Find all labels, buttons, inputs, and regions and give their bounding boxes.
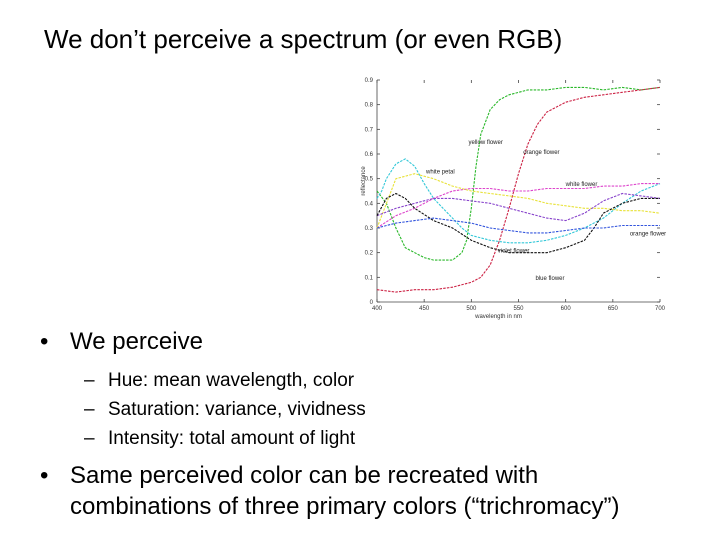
series-line bbox=[376, 192, 661, 222]
series-line bbox=[376, 183, 660, 229]
curve-annotation: orange flower bbox=[630, 231, 666, 237]
y-tick-label: 0.5 bbox=[365, 177, 374, 183]
y-tick-label: 0.6 bbox=[365, 152, 374, 158]
x-tick-label: 650 bbox=[608, 306, 619, 312]
y-tick-label: 0.7 bbox=[365, 127, 374, 133]
curve-annotation: orange flower bbox=[523, 150, 559, 156]
sub-bullet-list: – Hue: mean wavelength, color – Saturation… bbox=[84, 366, 366, 453]
x-tick-label: 450 bbox=[419, 306, 430, 312]
curve-annotation: blue flower bbox=[535, 276, 564, 282]
bullet-text: We perceive bbox=[70, 328, 203, 355]
x-axis-label: wavelength in nm bbox=[474, 314, 522, 320]
slide-title: We don’t perceive a spectrum (or even RG… bbox=[44, 24, 563, 54]
sub-bullet-text: Hue: mean wavelength, color bbox=[108, 370, 355, 391]
bullet-marker: • bbox=[40, 462, 49, 489]
dash-marker: – bbox=[84, 399, 95, 420]
dash-marker: – bbox=[84, 428, 95, 449]
x-tick-label: 500 bbox=[466, 306, 477, 312]
series-line bbox=[376, 158, 661, 244]
series-line bbox=[376, 86, 661, 293]
curve-annotation: white petal bbox=[425, 170, 455, 176]
series-line bbox=[376, 217, 660, 234]
x-tick-label: 550 bbox=[513, 306, 524, 312]
y-tick-label: 0.2 bbox=[365, 251, 374, 257]
bullet-marker: • bbox=[40, 328, 49, 355]
y-tick-label: 0.9 bbox=[365, 78, 374, 84]
curve-annotation: yellow flower bbox=[469, 140, 503, 146]
y-tick-label: 0.1 bbox=[365, 275, 374, 281]
sub-bullet-hue: – Hue: mean wavelength, color bbox=[84, 366, 366, 395]
bullet-text-line-1: Same perceived color can be recreated wi… bbox=[70, 462, 539, 489]
curve-annotation: violet flower bbox=[498, 249, 530, 255]
sub-bullet-text: Saturation: variance, vividness bbox=[108, 399, 366, 420]
y-tick-label: 0 bbox=[370, 300, 374, 306]
x-tick-label: 600 bbox=[561, 306, 572, 312]
curve-annotation: white flower bbox=[565, 182, 598, 188]
reflectance-figure: 400 450 500 550 600 650 700 0 0.1 0.2 0.3 0.4 0.5 0.6… bbox=[355, 72, 670, 322]
x-tick-label: 700 bbox=[655, 306, 666, 312]
reflectance-chart: 400 450 500 550 600 650 700 0 0.1 0.2 0.3 0.4 0.5 0.6… bbox=[361, 78, 666, 320]
series-line bbox=[376, 192, 660, 254]
y-tick-label: 0.3 bbox=[365, 226, 374, 232]
sub-bullet-intensity: – Intensity: total amount of light bbox=[84, 424, 366, 453]
y-axis-label: reflectance bbox=[361, 166, 367, 196]
series-line bbox=[376, 86, 661, 261]
x-tick-label: 400 bbox=[372, 306, 383, 312]
bullet-text-line-2: combinations of three primary colors (“t… bbox=[70, 493, 620, 520]
y-tick-label: 0.8 bbox=[365, 103, 374, 109]
y-tick-label: 0.4 bbox=[365, 201, 374, 207]
bullet-text: Same perceived color can be recreated wi… bbox=[70, 460, 700, 522]
sub-bullet-text: Intensity: total amount of light bbox=[108, 428, 356, 449]
dash-marker: – bbox=[84, 370, 95, 391]
sub-bullet-saturation: – Saturation: variance, vividness bbox=[84, 395, 366, 424]
series-line bbox=[376, 173, 661, 229]
